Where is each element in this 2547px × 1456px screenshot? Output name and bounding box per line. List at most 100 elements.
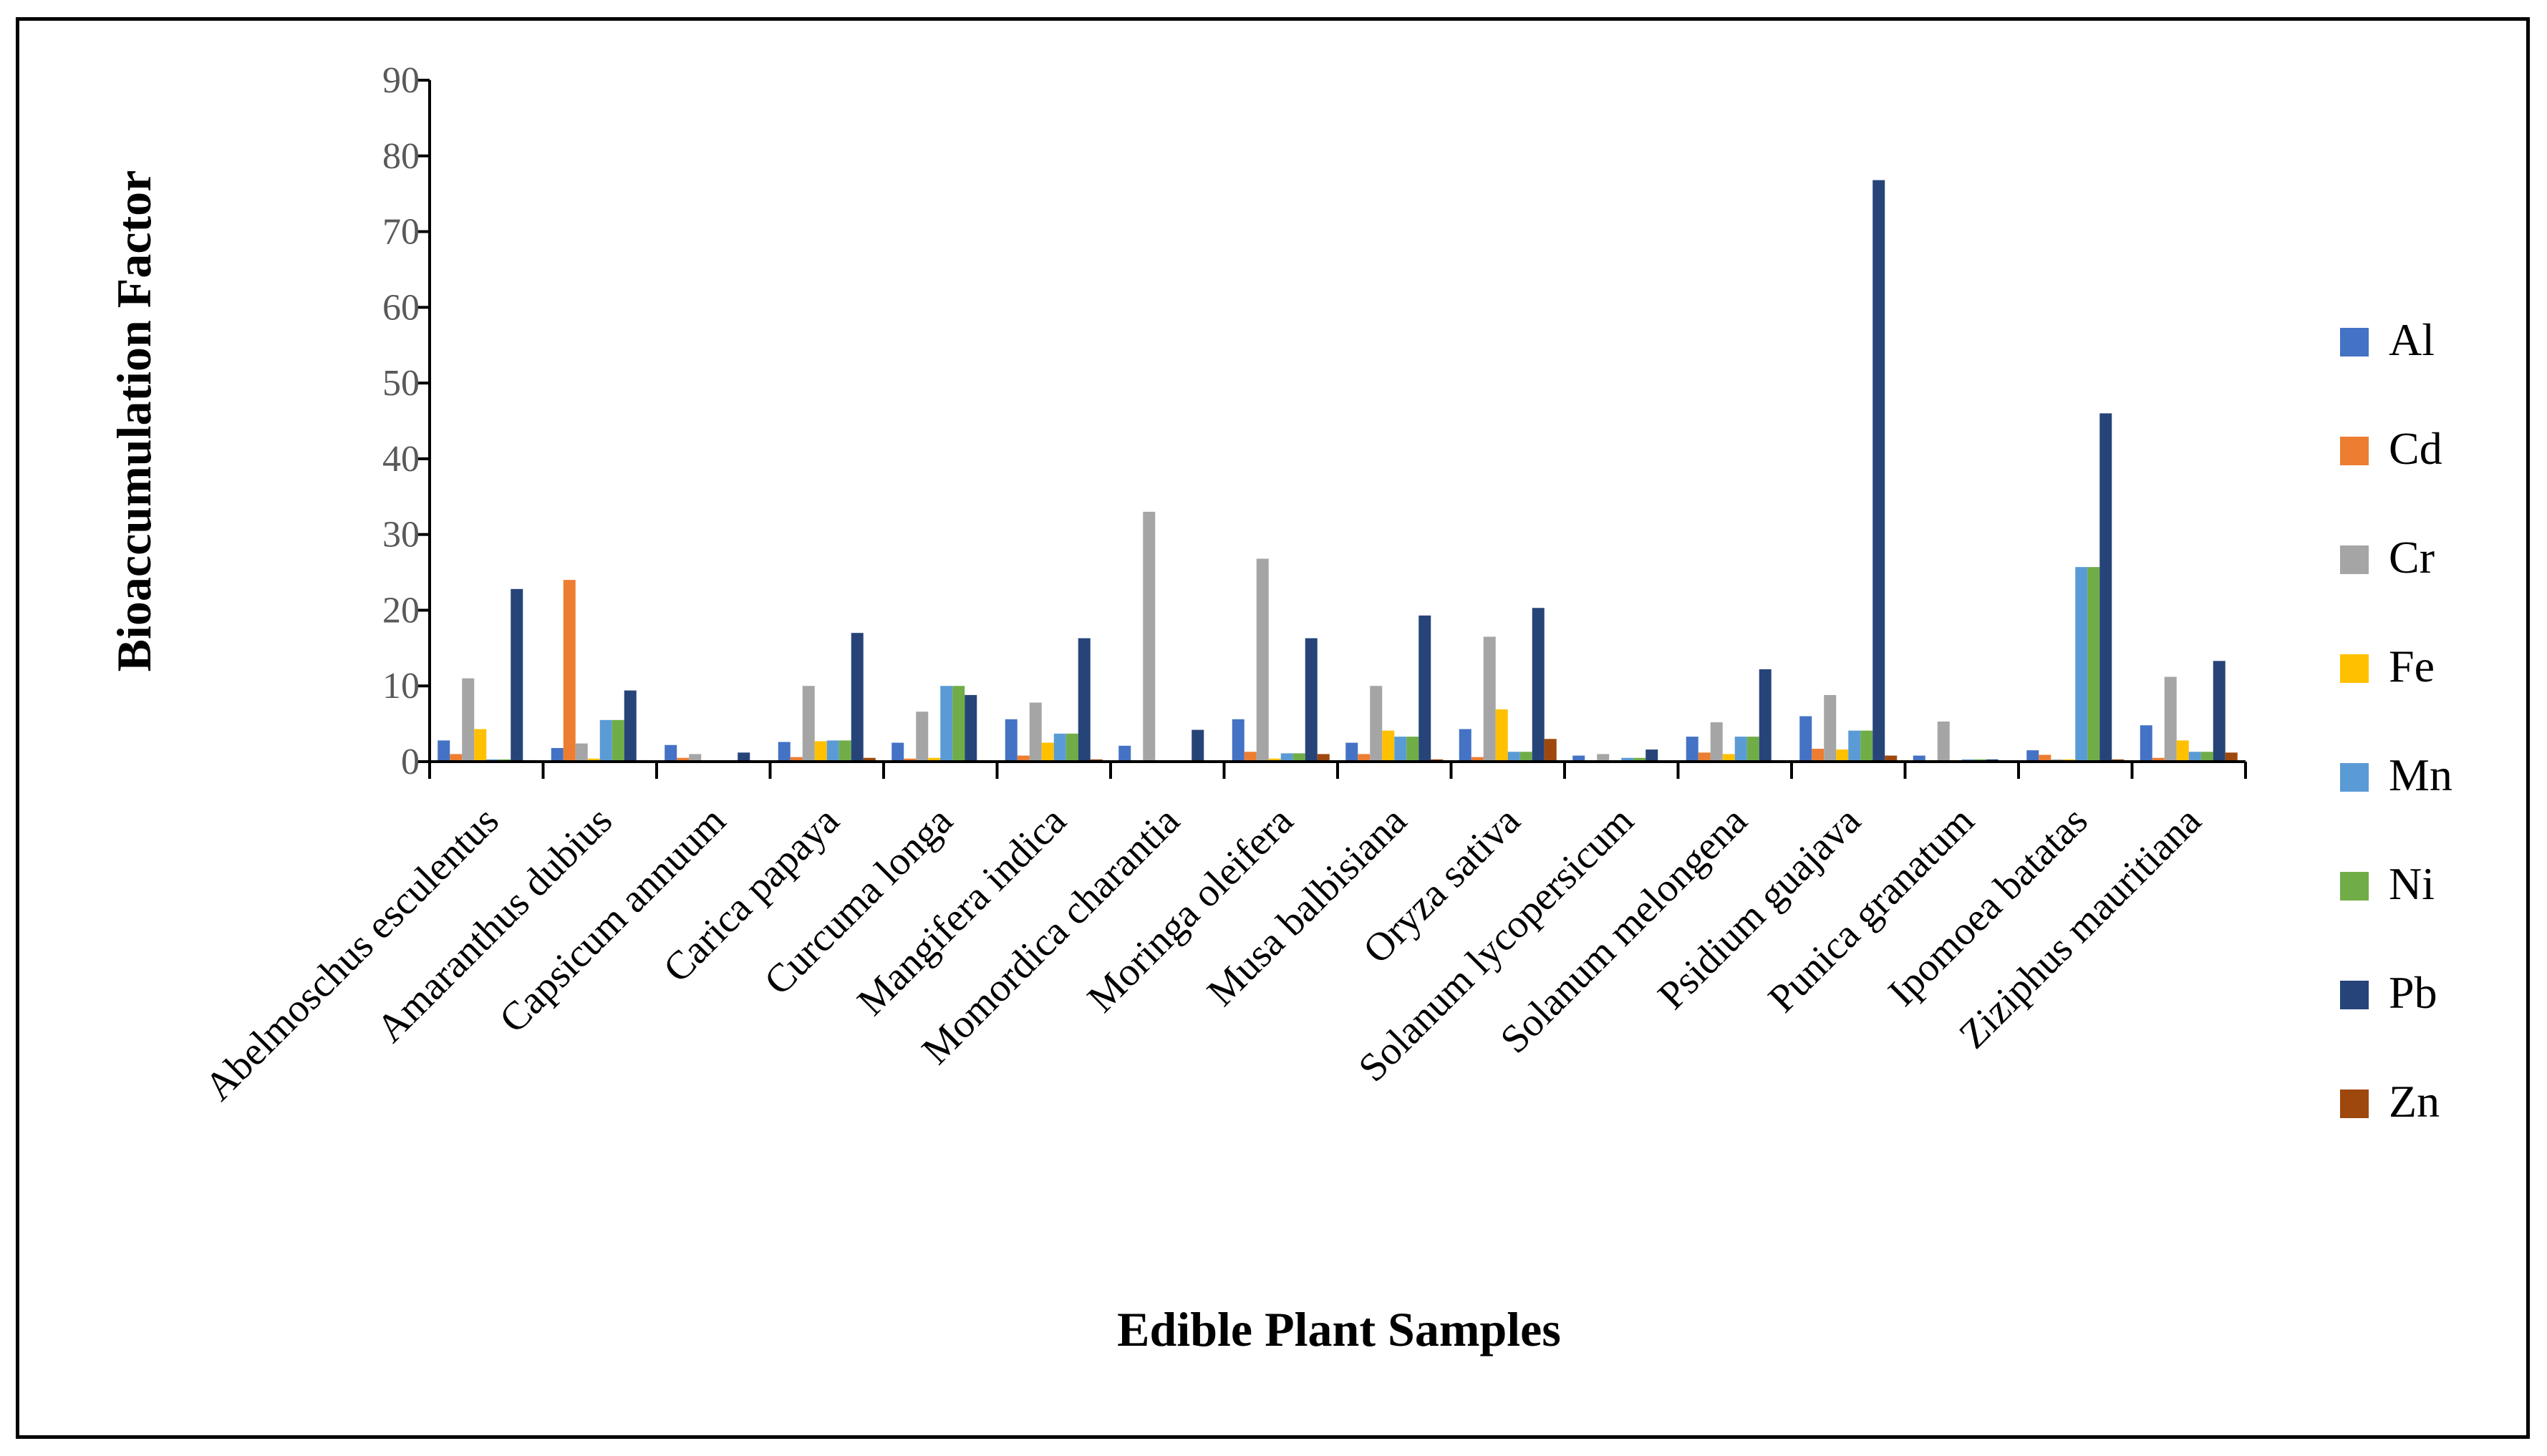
bar-al-5	[1005, 719, 1018, 762]
bar-cr-0	[462, 678, 475, 762]
category-label-14: Ipomoea batatas	[1880, 798, 2096, 1014]
bar-al-6	[1118, 745, 1131, 762]
bar-zn-3	[863, 757, 876, 762]
bar-cd-12	[1812, 749, 1825, 762]
bar-cd-2	[677, 757, 690, 762]
bar-cr-15	[2164, 676, 2177, 762]
bar-cd-3	[790, 757, 803, 762]
y-tick-label-90: 90	[382, 60, 420, 101]
legend-label-cd: Cd	[2389, 423, 2442, 474]
legend-label-zn: Zn	[2389, 1076, 2440, 1127]
legend-swatch-cr	[2340, 545, 2369, 574]
bar-pb-3	[851, 633, 864, 762]
bar-cd-11	[1698, 752, 1711, 762]
legend-swatch-cd	[2340, 437, 2369, 465]
bar-zn-15	[2225, 752, 2238, 762]
bar-ni-12	[1860, 730, 1873, 762]
bar-fe-12	[1836, 749, 1849, 762]
bar-cd-1	[563, 580, 576, 762]
legend-swatch-fe	[2340, 654, 2369, 683]
bar-pb-7	[1305, 638, 1318, 762]
y-tick-label-20: 20	[382, 590, 420, 631]
bar-al-0	[438, 740, 450, 762]
bar-cr-6	[1143, 511, 1156, 762]
bar-al-11	[1686, 737, 1698, 762]
y-tick-label-0: 0	[401, 742, 420, 782]
y-axis-title: Bioaccumulation Factor	[107, 170, 161, 672]
bar-mn-10	[1621, 757, 1634, 762]
bar-fe-3	[814, 741, 827, 762]
bar-pb-10	[1645, 749, 1658, 762]
bar-al-9	[1459, 729, 1471, 762]
y-tick-label-40: 40	[382, 439, 420, 480]
bar-al-12	[1799, 716, 1812, 762]
bar-zn-12	[1885, 755, 1898, 762]
bar-fe-4	[928, 757, 941, 762]
bar-cr-4	[916, 712, 929, 762]
bar-pb-14	[2099, 413, 2112, 762]
y-tick-label-30: 30	[382, 515, 420, 555]
y-tick-label-80: 80	[382, 136, 420, 177]
bar-pb-9	[1532, 608, 1545, 762]
bar-pb-5	[1078, 638, 1091, 762]
legend-swatch-pb	[2340, 981, 2369, 1009]
bar-pb-15	[2213, 661, 2225, 762]
bar-fe-8	[1382, 730, 1395, 762]
bar-mn-14	[2075, 567, 2088, 762]
bar-fe-1	[587, 758, 600, 762]
bar-ni-10	[1633, 757, 1646, 762]
x-axis-title: Edible Plant Samples	[1117, 1302, 1561, 1356]
category-label-7: Moringa oleifera	[1079, 798, 1302, 1021]
bar-mn-8	[1394, 737, 1407, 762]
bar-cr-3	[802, 686, 815, 762]
bar-mn-4	[940, 686, 953, 762]
y-tick-label-50: 50	[382, 363, 420, 404]
bar-cd-5	[1017, 755, 1030, 762]
bar-mn-12	[1848, 730, 1861, 762]
legend-swatch-ni	[2340, 872, 2369, 901]
bar-cd-4	[904, 758, 917, 762]
bar-ni-15	[2200, 752, 2213, 762]
category-label-13: Punica granatum	[1760, 798, 1983, 1021]
bar-mn-3	[826, 740, 839, 762]
bar-fe-7	[1268, 758, 1281, 762]
bar-pb-0	[511, 588, 523, 762]
bar-al-3	[778, 742, 791, 762]
legend-label-pb: Pb	[2389, 967, 2437, 1018]
bar-al-4	[891, 742, 904, 762]
bar-al-2	[664, 744, 677, 762]
bar-pb-2	[738, 752, 750, 762]
bar-cd-9	[1471, 757, 1484, 762]
bar-ni-7	[1292, 753, 1305, 762]
legend-swatch-al	[2340, 328, 2369, 356]
bar-al-8	[1345, 742, 1358, 762]
bar-mn-9	[1507, 752, 1520, 762]
bar-al-15	[2140, 725, 2152, 762]
y-tick-label-70: 70	[382, 212, 420, 253]
bar-cr-2	[689, 754, 702, 762]
bar-cr-9	[1483, 636, 1496, 762]
bar-pb-11	[1759, 669, 1772, 762]
bar-fe-11	[1722, 754, 1735, 762]
bar-al-7	[1232, 719, 1244, 762]
bar-ni-8	[1406, 737, 1419, 762]
legend-swatch-zn	[2340, 1089, 2369, 1118]
bar-pb-8	[1419, 615, 1431, 762]
legend-label-mn: Mn	[2389, 749, 2452, 800]
bar-cr-13	[1937, 721, 1950, 762]
bar-cd-15	[2152, 757, 2165, 762]
category-label-5: Mangifera indica	[849, 798, 1076, 1024]
bar-cr-7	[1256, 558, 1269, 762]
bar-zn-9	[1544, 739, 1557, 762]
bar-mn-11	[1734, 737, 1747, 762]
bar-mn-15	[2188, 752, 2201, 762]
category-label-12: Psidium guajava	[1650, 798, 1870, 1018]
bar-cd-14	[2039, 754, 2051, 762]
bar-al-1	[551, 747, 564, 762]
bar-ni-11	[1746, 737, 1759, 762]
bar-fe-15	[2176, 740, 2189, 762]
y-tick-label-10: 10	[382, 666, 420, 707]
y-tick-label-60: 60	[382, 287, 420, 328]
bar-cd-8	[1358, 754, 1371, 762]
legend-swatch-mn	[2340, 763, 2369, 792]
